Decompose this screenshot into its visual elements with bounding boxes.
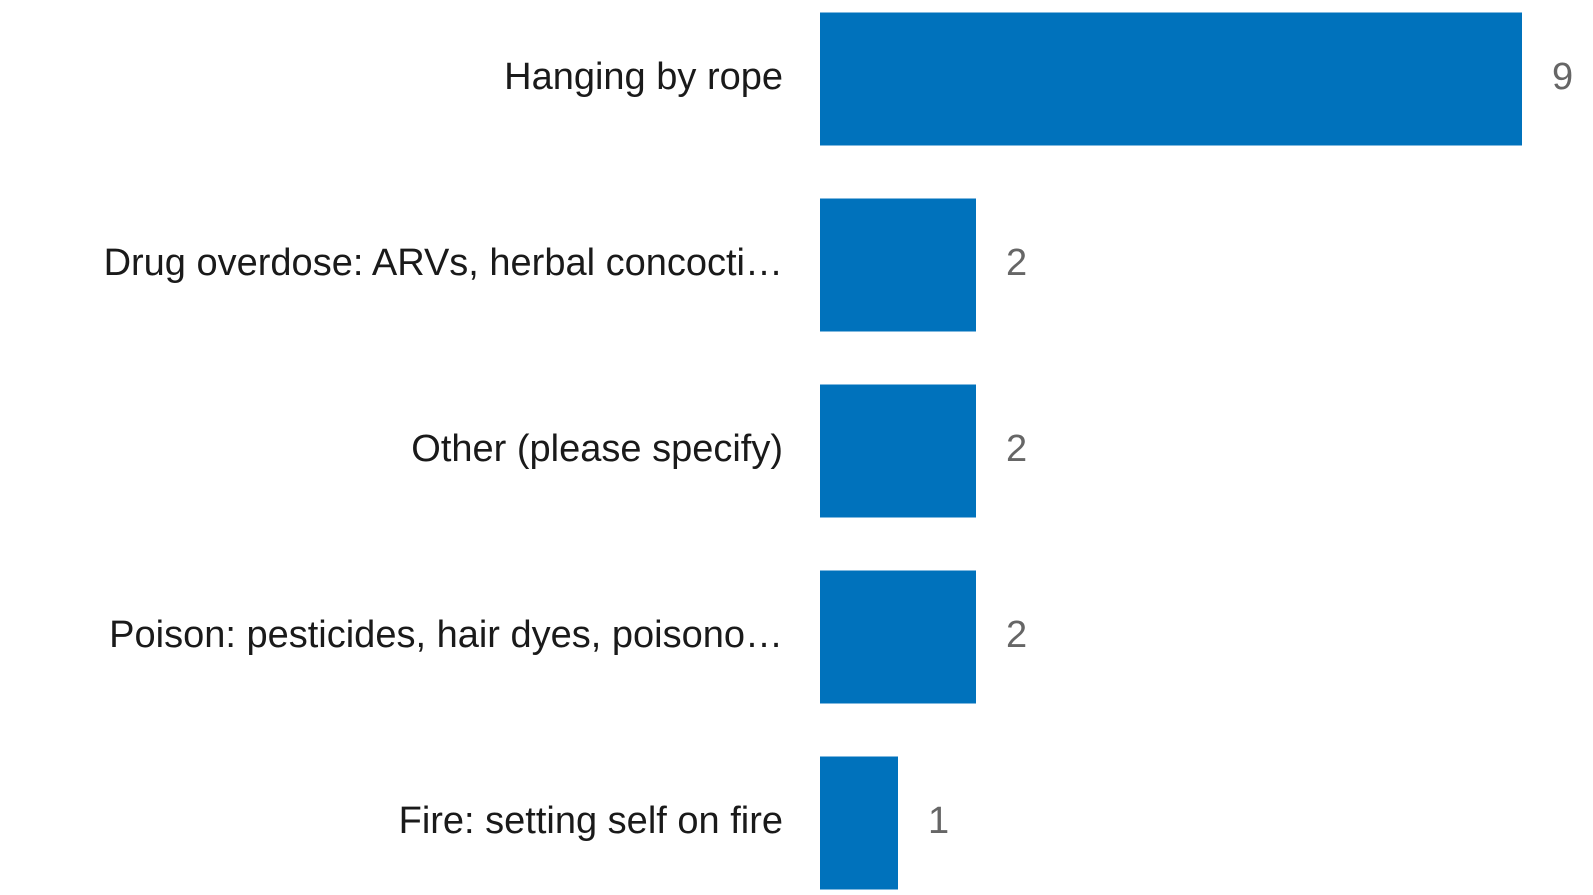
bar — [820, 570, 976, 704]
category-label: Fire: setting self on fire — [399, 800, 783, 842]
category-label: Drug overdose: ARVs, herbal concocti… — [104, 242, 783, 284]
value-label: 2 — [1006, 242, 1027, 284]
bar — [820, 198, 976, 332]
value-label: 9 — [1552, 56, 1573, 98]
value-label: 2 — [1006, 614, 1027, 656]
bar — [820, 756, 898, 890]
category-label: Other (please specify) — [411, 428, 783, 470]
category-label: Poison: pesticides, hair dyes, poisono… — [109, 614, 783, 656]
category-label: Hanging by rope — [504, 56, 783, 98]
value-label: 1 — [928, 800, 949, 842]
value-label: 2 — [1006, 428, 1027, 470]
bar — [820, 12, 1522, 146]
bar — [820, 384, 976, 518]
